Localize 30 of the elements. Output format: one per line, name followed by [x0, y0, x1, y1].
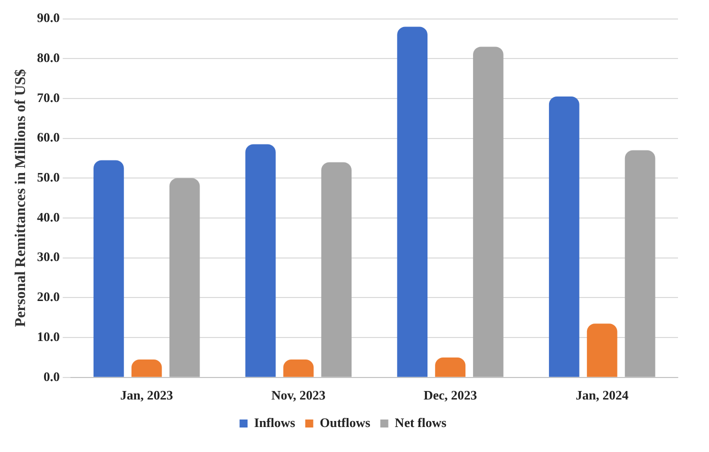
- legend-label: Outflows: [320, 414, 370, 430]
- y-tick-label: 80.0: [37, 50, 60, 66]
- bar: [586, 324, 618, 377]
- x-tick-label: Jan, 2023: [120, 388, 174, 403]
- bar: [321, 162, 352, 377]
- y-tick-label: 40.0: [37, 209, 60, 224]
- bar: [397, 26, 428, 377]
- legend-label: Inflows: [254, 414, 296, 430]
- x-tick-label: Jan, 2024: [576, 388, 629, 403]
- x-tick-label: Nov, 2023: [271, 388, 326, 403]
- bar: [131, 359, 162, 377]
- bar: [283, 359, 314, 377]
- bar: [169, 178, 200, 377]
- legend-label: Net flows: [394, 414, 446, 430]
- y-tick-label: 50.0: [37, 170, 60, 185]
- bar: [473, 46, 504, 377]
- x-tick-label: Dec, 2023: [424, 388, 478, 403]
- bar: [548, 96, 580, 377]
- y-tick-label: 10.0: [37, 328, 60, 344]
- bar: [245, 144, 276, 377]
- y-tick-label: 0.0: [44, 368, 60, 384]
- bar: [435, 357, 466, 377]
- y-tick-label: 60.0: [37, 130, 60, 145]
- y-tick-label: 90.0: [37, 10, 60, 26]
- bar: [94, 160, 124, 377]
- y-tick-label: 20.0: [37, 289, 60, 304]
- y-tick-label: 70.0: [37, 90, 60, 105]
- y-axis-title: Personal Remittances in Millions of US$: [12, 68, 29, 328]
- y-tick-label: 30.0: [37, 249, 60, 264]
- bar: [624, 150, 656, 377]
